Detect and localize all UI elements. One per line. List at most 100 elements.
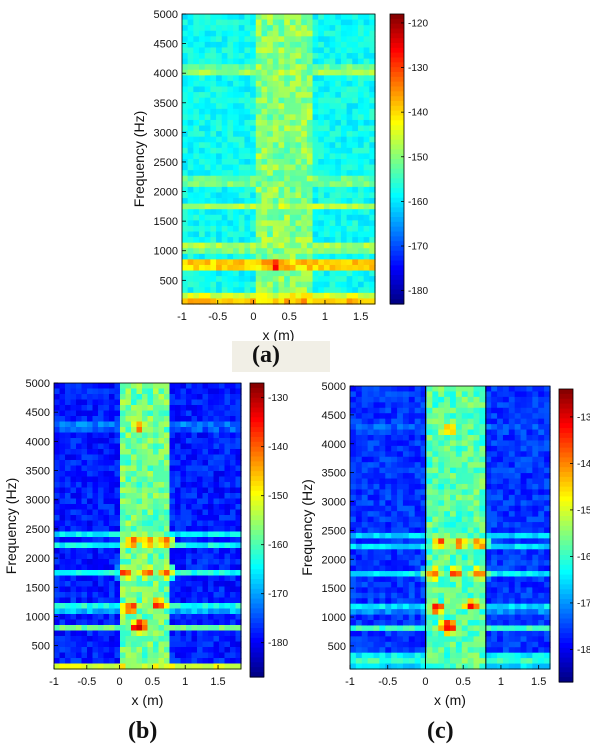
colorbar-step (390, 163, 404, 170)
heatmap-cell (227, 153, 234, 160)
heatmap-cell (216, 237, 223, 244)
heatmap-cell (216, 25, 223, 32)
heatmap-cell (432, 462, 439, 469)
heatmap-cell (350, 445, 357, 452)
heatmap-cell (227, 30, 234, 37)
heatmap-cell (391, 641, 398, 648)
heatmap-cell (397, 462, 404, 469)
heatmap-cell (352, 30, 359, 37)
colorbar-step (250, 387, 264, 394)
heatmap-cell (92, 619, 99, 626)
heatmap-cell (373, 652, 381, 659)
heatmap-cell (186, 564, 193, 571)
y-axis-label: Frequency (Hz) (131, 111, 147, 207)
heatmap-cell (272, 276, 280, 283)
heatmap-cell (235, 597, 242, 604)
heatmap-cell (182, 214, 189, 221)
heatmap-cell (367, 418, 375, 425)
heatmap-cell (182, 114, 189, 121)
heatmap-cell (164, 410, 171, 417)
heatmap-cell (98, 432, 105, 439)
heatmap-cell (473, 413, 481, 420)
colorbar-step (390, 275, 404, 281)
heatmap-cell (131, 548, 138, 555)
heatmap-cell (352, 181, 359, 188)
heatmap-cell (227, 53, 234, 60)
heatmap-cell (98, 427, 105, 434)
heatmap-cell (444, 500, 451, 507)
heatmap-cell (278, 253, 285, 260)
heatmap-cell (467, 407, 475, 414)
heatmap-cell (70, 449, 77, 456)
heatmap-cell (191, 487, 198, 494)
heatmap-cell (131, 465, 138, 472)
heatmap-cell (250, 175, 257, 182)
heatmap-cell (238, 264, 246, 272)
heatmap-cell (284, 53, 291, 60)
heatmap-cell (250, 80, 257, 88)
heatmap-cell (114, 410, 121, 417)
heatmap-cell (301, 231, 308, 238)
heatmap-cell (369, 264, 376, 272)
heatmap-cell (54, 471, 61, 478)
heatmap-cell (191, 597, 198, 604)
heatmap-cell (391, 652, 398, 659)
heatmap-cell (363, 19, 370, 26)
y-tick-label: 2500 (26, 524, 50, 536)
heatmap-cell (255, 253, 263, 260)
heatmap-cell (81, 394, 88, 401)
heatmap-cell (230, 647, 237, 654)
heatmap-cell (244, 214, 251, 221)
heatmap-cell (455, 598, 463, 605)
heatmap-cell (420, 516, 428, 523)
heatmap-cell (250, 248, 257, 255)
heatmap-cell (175, 641, 182, 648)
heatmap-cell (420, 445, 428, 452)
heatmap-cell (261, 264, 268, 272)
heatmap-cell (461, 462, 469, 469)
heatmap-cell (278, 30, 285, 37)
heatmap-cell (420, 505, 428, 512)
heatmap-cell (158, 619, 165, 626)
heatmap-cell (197, 658, 204, 665)
heatmap-cell (461, 538, 469, 545)
heatmap-cell (438, 543, 445, 550)
heatmap-cell (81, 509, 88, 516)
heatmap-cell (379, 620, 386, 627)
heatmap-cell (221, 214, 229, 221)
heatmap-cell (136, 537, 143, 544)
heatmap-cell (76, 410, 83, 417)
heatmap-cell (261, 214, 268, 221)
heatmap-cell (467, 483, 475, 490)
heatmap-cell (432, 652, 439, 659)
heatmap-cell (420, 473, 428, 480)
heatmap-cell (103, 493, 110, 500)
heatmap-cell (455, 424, 463, 431)
heatmap-cell (199, 97, 206, 104)
heatmap-cell (70, 619, 77, 626)
heatmap-cell (125, 449, 132, 456)
heatmap-cell (164, 630, 171, 637)
heatmap-cell (355, 489, 363, 496)
heatmap-cell (284, 119, 291, 127)
heatmap-cell (335, 220, 342, 227)
heatmap-cell (233, 36, 240, 43)
heatmap-cell (444, 424, 451, 431)
heatmap-cell (169, 383, 176, 390)
heatmap-cell (420, 538, 428, 545)
heatmap-cell (187, 53, 194, 60)
heatmap-cell (193, 80, 200, 88)
heatmap-cell (312, 170, 319, 177)
heatmap-cell (202, 647, 209, 654)
heatmap-cell (164, 460, 171, 467)
heatmap-cell (284, 58, 291, 65)
heatmap-cell (329, 58, 336, 65)
heatmap-cell (289, 159, 297, 166)
heatmap-cell (352, 69, 359, 76)
heatmap-cell (346, 86, 353, 93)
heatmap-cell (199, 276, 206, 283)
heatmap-cell (414, 418, 422, 425)
heatmap-cell (267, 136, 274, 143)
heatmap-cell (420, 581, 428, 588)
colorbar-step (390, 76, 404, 83)
